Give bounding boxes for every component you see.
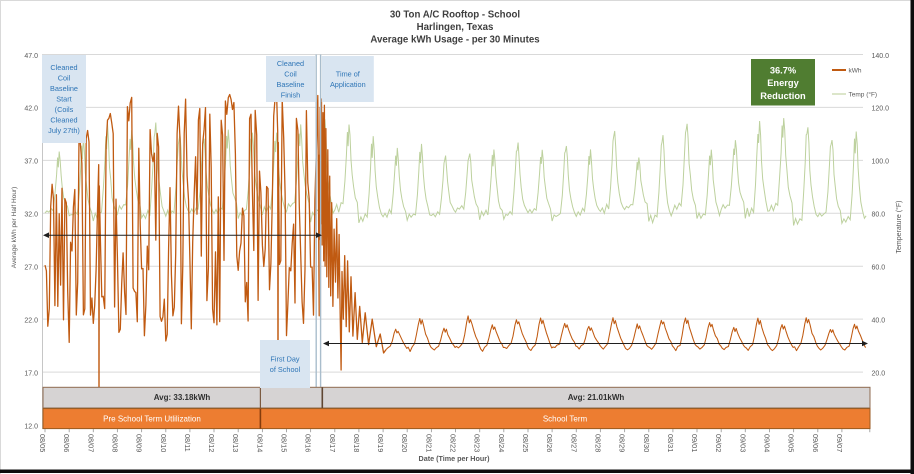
svg-text:36.7%: 36.7% bbox=[770, 65, 797, 75]
svg-text:37.0: 37.0 bbox=[24, 159, 38, 166]
svg-text:09/03: 09/03 bbox=[738, 434, 747, 452]
svg-text:09/01: 09/01 bbox=[690, 434, 699, 452]
svg-text:Reduction: Reduction bbox=[760, 91, 806, 101]
svg-text:08/12: 08/12 bbox=[207, 434, 216, 452]
svg-text:09/06: 09/06 bbox=[811, 434, 820, 452]
svg-text:08/26: 08/26 bbox=[545, 434, 554, 452]
svg-text:08/24: 08/24 bbox=[497, 434, 506, 452]
svg-text:Time of: Time of bbox=[336, 69, 361, 78]
svg-text:Baseline: Baseline bbox=[277, 80, 305, 89]
svg-text:Average kWh per Half Hour): Average kWh per Half Hour) bbox=[11, 187, 18, 269]
svg-text:Harlingen, Texas: Harlingen, Texas bbox=[417, 22, 494, 33]
svg-text:Energy: Energy bbox=[767, 78, 799, 88]
svg-text:08/27: 08/27 bbox=[569, 434, 578, 452]
svg-text:08/07: 08/07 bbox=[86, 434, 95, 452]
svg-text:08/05: 08/05 bbox=[38, 434, 47, 452]
svg-text:08/31: 08/31 bbox=[666, 434, 675, 452]
svg-text:08/30: 08/30 bbox=[642, 434, 651, 452]
svg-text:08/13: 08/13 bbox=[231, 434, 240, 452]
svg-text:120.0: 120.0 bbox=[872, 106, 890, 113]
svg-text:08/16: 08/16 bbox=[304, 434, 313, 452]
svg-text:Avg: 33.18kWh: Avg: 33.18kWh bbox=[154, 393, 211, 402]
svg-text:Cleaned: Cleaned bbox=[50, 116, 77, 125]
svg-text:20.0: 20.0 bbox=[872, 370, 886, 377]
svg-text:47.0: 47.0 bbox=[24, 53, 38, 60]
svg-text:140.0: 140.0 bbox=[872, 53, 890, 60]
svg-text:09/02: 09/02 bbox=[714, 434, 723, 452]
svg-text:kWh: kWh bbox=[849, 67, 862, 74]
svg-text:Start: Start bbox=[56, 95, 71, 104]
svg-text:08/11: 08/11 bbox=[183, 434, 192, 452]
svg-text:Average kWh Usage - per 30 Min: Average kWh Usage - per 30 Minutes bbox=[370, 35, 539, 46]
svg-text:08/17: 08/17 bbox=[328, 434, 337, 452]
svg-text:Pre School Term Utlilization: Pre School Term Utlilization bbox=[103, 415, 201, 424]
svg-text:08/06: 08/06 bbox=[62, 434, 71, 452]
svg-text:27.0: 27.0 bbox=[24, 265, 38, 272]
svg-text:Cleaned: Cleaned bbox=[277, 59, 304, 68]
svg-text:of School: of School bbox=[270, 365, 301, 374]
svg-text:08/10: 08/10 bbox=[159, 434, 168, 452]
svg-text:22.0: 22.0 bbox=[24, 317, 38, 324]
svg-text:30 Ton A/C Rooftop - School: 30 Ton A/C Rooftop - School bbox=[390, 9, 520, 20]
svg-text:08/28: 08/28 bbox=[593, 434, 602, 452]
svg-text:100.0: 100.0 bbox=[872, 159, 890, 166]
svg-text:09/04: 09/04 bbox=[763, 434, 772, 452]
svg-text:Temp (°F): Temp (°F) bbox=[849, 90, 878, 98]
svg-text:08/23: 08/23 bbox=[473, 434, 482, 452]
svg-text:July 27th): July 27th) bbox=[48, 126, 80, 135]
svg-text:09/05: 09/05 bbox=[787, 434, 796, 452]
svg-text:80.0: 80.0 bbox=[872, 212, 886, 219]
svg-text:08/29: 08/29 bbox=[618, 434, 627, 452]
svg-text:12.0: 12.0 bbox=[24, 423, 38, 430]
svg-text:Temperature (°F): Temperature (°F) bbox=[895, 201, 903, 254]
svg-text:First Day: First Day bbox=[270, 354, 300, 363]
svg-text:Finish: Finish bbox=[281, 90, 300, 99]
svg-text:08/25: 08/25 bbox=[521, 434, 530, 452]
svg-text:09/07: 09/07 bbox=[835, 434, 844, 452]
svg-text:32.0: 32.0 bbox=[24, 212, 38, 219]
svg-text:Cleaned: Cleaned bbox=[50, 63, 77, 72]
svg-text:(Coils: (Coils bbox=[55, 105, 74, 114]
svg-text:08/22: 08/22 bbox=[449, 434, 458, 452]
svg-text:08/18: 08/18 bbox=[352, 434, 361, 452]
svg-text:Avg: 21.01kWh: Avg: 21.01kWh bbox=[568, 393, 625, 402]
svg-text:Application: Application bbox=[330, 80, 366, 89]
svg-text:Baseline: Baseline bbox=[50, 84, 78, 93]
svg-text:17.0: 17.0 bbox=[24, 370, 38, 377]
svg-text:08/21: 08/21 bbox=[424, 434, 433, 452]
svg-text:School Term: School Term bbox=[543, 415, 588, 424]
svg-text:08/08: 08/08 bbox=[110, 434, 119, 452]
svg-text:08/14: 08/14 bbox=[255, 434, 264, 452]
svg-text:08/15: 08/15 bbox=[280, 434, 289, 452]
svg-text:Date (Time per Hour): Date (Time per Hour) bbox=[419, 454, 491, 463]
svg-text:08/20: 08/20 bbox=[400, 434, 409, 452]
svg-text:60.0: 60.0 bbox=[872, 265, 886, 272]
svg-text:40.0: 40.0 bbox=[872, 317, 886, 324]
svg-text:42.0: 42.0 bbox=[24, 106, 38, 113]
svg-text:08/19: 08/19 bbox=[376, 434, 385, 452]
svg-text:08/09: 08/09 bbox=[135, 434, 144, 452]
svg-text:Coil: Coil bbox=[58, 74, 71, 83]
svg-text:Coil: Coil bbox=[284, 69, 297, 78]
